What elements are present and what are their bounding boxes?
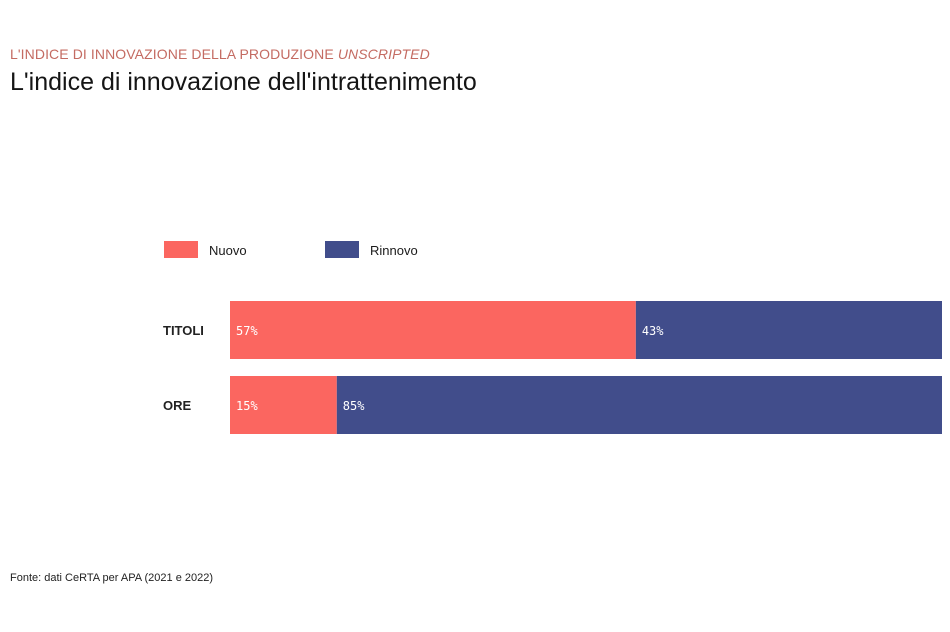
bar-segment-rinnovo	[635, 301, 942, 359]
data-label: 57%	[236, 324, 258, 338]
legend-label-rinnovo: Rinnovo	[370, 243, 418, 258]
category-label: ORE	[163, 398, 192, 413]
legend-label-nuovo: Nuovo	[209, 243, 247, 258]
bar-segment-nuovo	[230, 301, 636, 359]
data-label: 85%	[343, 399, 365, 413]
chart-kicker: L'INDICE DI INNOVAZIONE DELLA PRODUZIONE…	[10, 46, 430, 62]
legend-swatch-nuovo	[164, 241, 198, 258]
chart-title: L'indice di innovazione dell'intrattenim…	[10, 68, 477, 96]
bar-segment-rinnovo	[336, 376, 942, 434]
data-label: 15%	[236, 399, 258, 413]
bar-segment-nuovo	[230, 376, 337, 434]
data-label: 43%	[642, 324, 664, 338]
legend-swatch-rinnovo	[325, 241, 359, 258]
category-label: TITOLI	[163, 323, 204, 338]
kicker-text: L'INDICE DI INNOVAZIONE DELLA PRODUZIONE	[10, 46, 334, 62]
kicker-emphasis: UNSCRIPTED	[337, 46, 430, 62]
source-note: Fonte: dati CeRTA per APA (2021 e 2022)	[10, 572, 214, 584]
